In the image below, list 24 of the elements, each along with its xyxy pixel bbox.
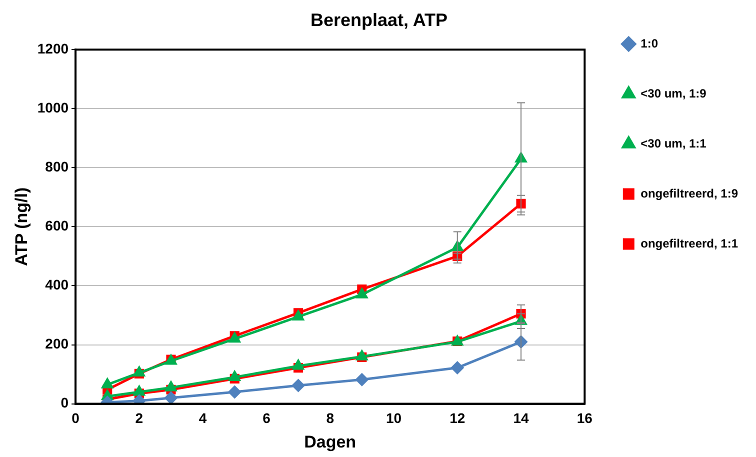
y-tick-label: 1000 xyxy=(37,99,69,116)
y-tick-label: 1200 xyxy=(37,40,69,56)
x-tick-label: 12 xyxy=(450,410,466,426)
x-tick-label: 4 xyxy=(198,410,207,426)
y-axis-title: ATP (ng/l) xyxy=(12,187,31,266)
x-tick-label: 2 xyxy=(135,410,144,426)
y-tick-label: 200 xyxy=(45,336,69,352)
legend-label: ongefiltreerd, 1:9 xyxy=(640,186,738,200)
y-tick-label: 600 xyxy=(45,218,69,234)
x-tick-label: 10 xyxy=(386,410,402,426)
y-tick-label: 0 xyxy=(60,394,69,411)
x-tick-label: 14 xyxy=(513,410,530,426)
y-tick-label: 800 xyxy=(45,158,69,175)
x-tick-label: 8 xyxy=(326,410,334,426)
chart-title: Berenplaat, ATP xyxy=(310,10,448,30)
y-tick-label: 400 xyxy=(45,276,69,293)
x-tick-label: 6 xyxy=(262,410,271,426)
x-axis-title: Dagen xyxy=(304,432,356,452)
x-tick-label: 0 xyxy=(72,410,80,426)
x-tick-label: 16 xyxy=(576,410,593,426)
legend-label: ongefiltreerd, 1:1 xyxy=(640,236,738,250)
legend-label: 1:0 xyxy=(640,36,658,50)
legend-label: <30 um, 1:9 xyxy=(640,86,707,100)
legend-label: <30 um, 1:1 xyxy=(640,136,707,150)
